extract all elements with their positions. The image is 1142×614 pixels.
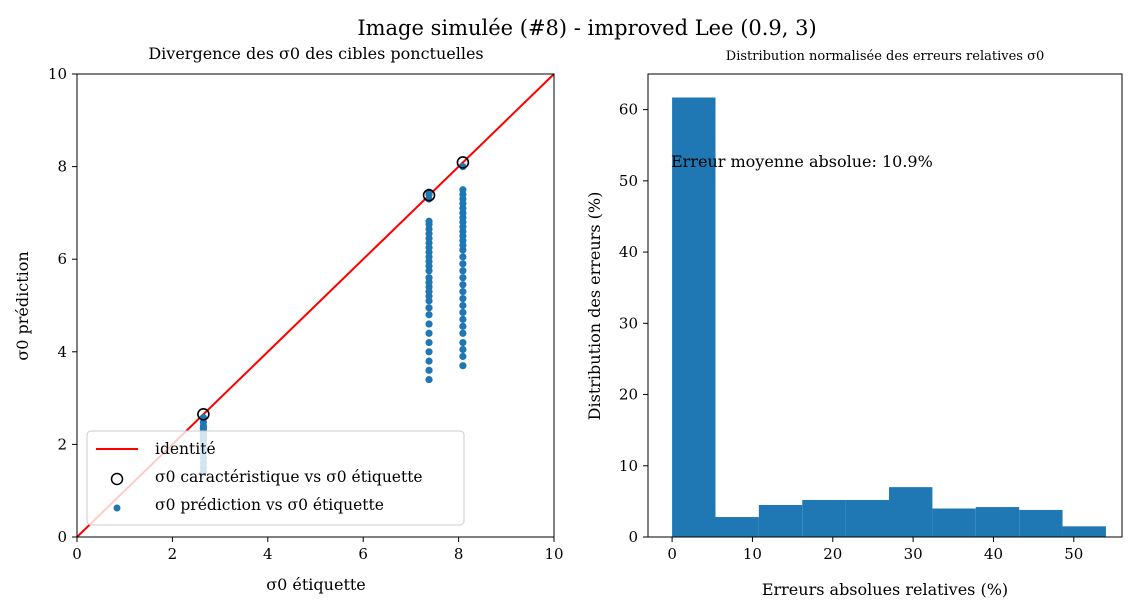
characteristic-point — [422, 189, 436, 202]
prediction-point — [425, 320, 433, 328]
prediction-point — [425, 274, 433, 282]
x-tick-label: 30 — [904, 545, 923, 563]
x-tick-label: 0 — [667, 545, 677, 563]
prediction-point — [459, 281, 467, 289]
prediction-point — [459, 267, 467, 275]
y-tick-label: 10 — [48, 65, 67, 83]
prediction-point — [459, 322, 467, 330]
prediction-point — [459, 338, 467, 347]
prediction-point — [459, 301, 467, 310]
histogram-bar — [802, 499, 846, 537]
histogram-bar — [1062, 526, 1106, 537]
scatter-frame — [76, 73, 555, 538]
x-tick-label: 20 — [823, 545, 842, 563]
x-tick-label: 50 — [1064, 545, 1083, 563]
scatter-y-ticks: 0 2 4 6 8 10 — [48, 65, 77, 546]
x-tick-label: 2 — [168, 545, 178, 563]
prediction-point — [459, 329, 467, 337]
x-tick-label: 8 — [454, 545, 464, 563]
y-tick-label: 40 — [619, 243, 638, 261]
histogram-bar — [1019, 509, 1063, 537]
prediction-point — [425, 375, 433, 384]
prediction-point — [425, 311, 433, 319]
prediction-point — [459, 315, 467, 323]
prediction-point — [459, 308, 467, 317]
histogram-frame — [647, 73, 1123, 538]
histogram-bar — [932, 508, 976, 537]
figure-suptitle: Image simulée (#8) - improved Lee (0.9, … — [357, 16, 816, 40]
histogram-bar — [845, 499, 890, 537]
histogram-bars — [672, 97, 1106, 537]
prediction-point — [459, 352, 467, 361]
histogram-bar — [975, 507, 1020, 537]
legend-characteristic-label: σ0 caractéristique vs σ0 étiquette — [155, 468, 423, 486]
scatter-x-label: σ0 étiquette — [266, 575, 366, 594]
prediction-point — [459, 274, 467, 282]
histogram-bar — [889, 487, 933, 537]
x-tick-label: 0 — [72, 545, 82, 563]
histogram-annotation: Erreur moyenne absolue: 10.9% — [671, 152, 933, 171]
histogram-panel: Distribution normalisée des erreurs rela… — [585, 49, 1123, 599]
histogram-bar — [758, 504, 803, 537]
y-tick-label: 2 — [57, 435, 67, 453]
prediction-point — [459, 186, 467, 194]
histogram-title: Distribution normalisée des erreurs rela… — [726, 49, 1044, 64]
y-tick-label: 0 — [57, 528, 67, 546]
x-tick-label: 10 — [743, 545, 762, 563]
y-tick-label: 8 — [57, 158, 67, 176]
y-tick-label: 10 — [619, 457, 638, 475]
legend-prediction-label: σ0 prédiction vs σ0 étiquette — [155, 496, 384, 514]
legend-prediction-swatch — [113, 504, 121, 512]
prediction-point — [425, 329, 433, 337]
x-tick-label: 4 — [263, 545, 273, 563]
y-tick-label: 6 — [57, 250, 67, 268]
y-tick-label: 20 — [619, 386, 638, 404]
histogram-bar — [672, 97, 716, 537]
scatter-y-label: σ0 prédiction — [13, 251, 32, 360]
prediction-point — [459, 362, 467, 370]
legend-box — [86, 430, 465, 526]
histogram-y-label: Distribution des erreurs (%) — [585, 192, 604, 421]
legend-identity-label: identité — [155, 440, 216, 458]
characteristic-point — [197, 408, 210, 421]
prediction-point — [459, 294, 467, 303]
x-tick-label: 10 — [544, 545, 563, 563]
prediction-point — [459, 288, 467, 296]
prediction-point — [425, 217, 433, 225]
prediction-point — [459, 253, 467, 261]
histogram-y-ticks: 0 10 20 30 40 50 60 — [619, 101, 648, 546]
prediction-point — [425, 357, 433, 365]
x-tick-label: 6 — [358, 545, 368, 563]
scatter-panel: Divergence des σ0 des cibles ponctuelles… — [13, 44, 564, 594]
scatter-title: Divergence des σ0 des cibles ponctuelles — [148, 44, 483, 63]
histogram-bar — [715, 517, 759, 537]
scatter-legend: identité σ0 caractéristique vs σ0 étique… — [86, 430, 465, 526]
legend-characteristic-swatch — [110, 472, 124, 486]
histogram-x-ticks: 0 10 20 30 40 50 — [667, 537, 1083, 563]
scatter-x-ticks: 0 2 4 6 8 10 — [72, 537, 564, 563]
y-tick-label: 30 — [619, 314, 638, 332]
prediction-point — [459, 345, 467, 354]
prediction-point — [425, 338, 433, 347]
y-tick-label: 4 — [57, 343, 67, 361]
x-tick-label: 40 — [984, 545, 1003, 563]
y-tick-label: 50 — [619, 172, 638, 190]
y-tick-label: 0 — [628, 528, 638, 546]
characteristic-point — [456, 156, 470, 169]
histogram-x-label: Erreurs absolues relatives (%) — [762, 580, 1008, 599]
prediction-point — [425, 348, 433, 356]
prediction-point — [459, 260, 467, 268]
y-tick-label: 60 — [619, 101, 638, 119]
prediction-point — [425, 366, 433, 374]
histogram-plot-area — [648, 74, 1122, 537]
prediction-point — [425, 304, 433, 312]
